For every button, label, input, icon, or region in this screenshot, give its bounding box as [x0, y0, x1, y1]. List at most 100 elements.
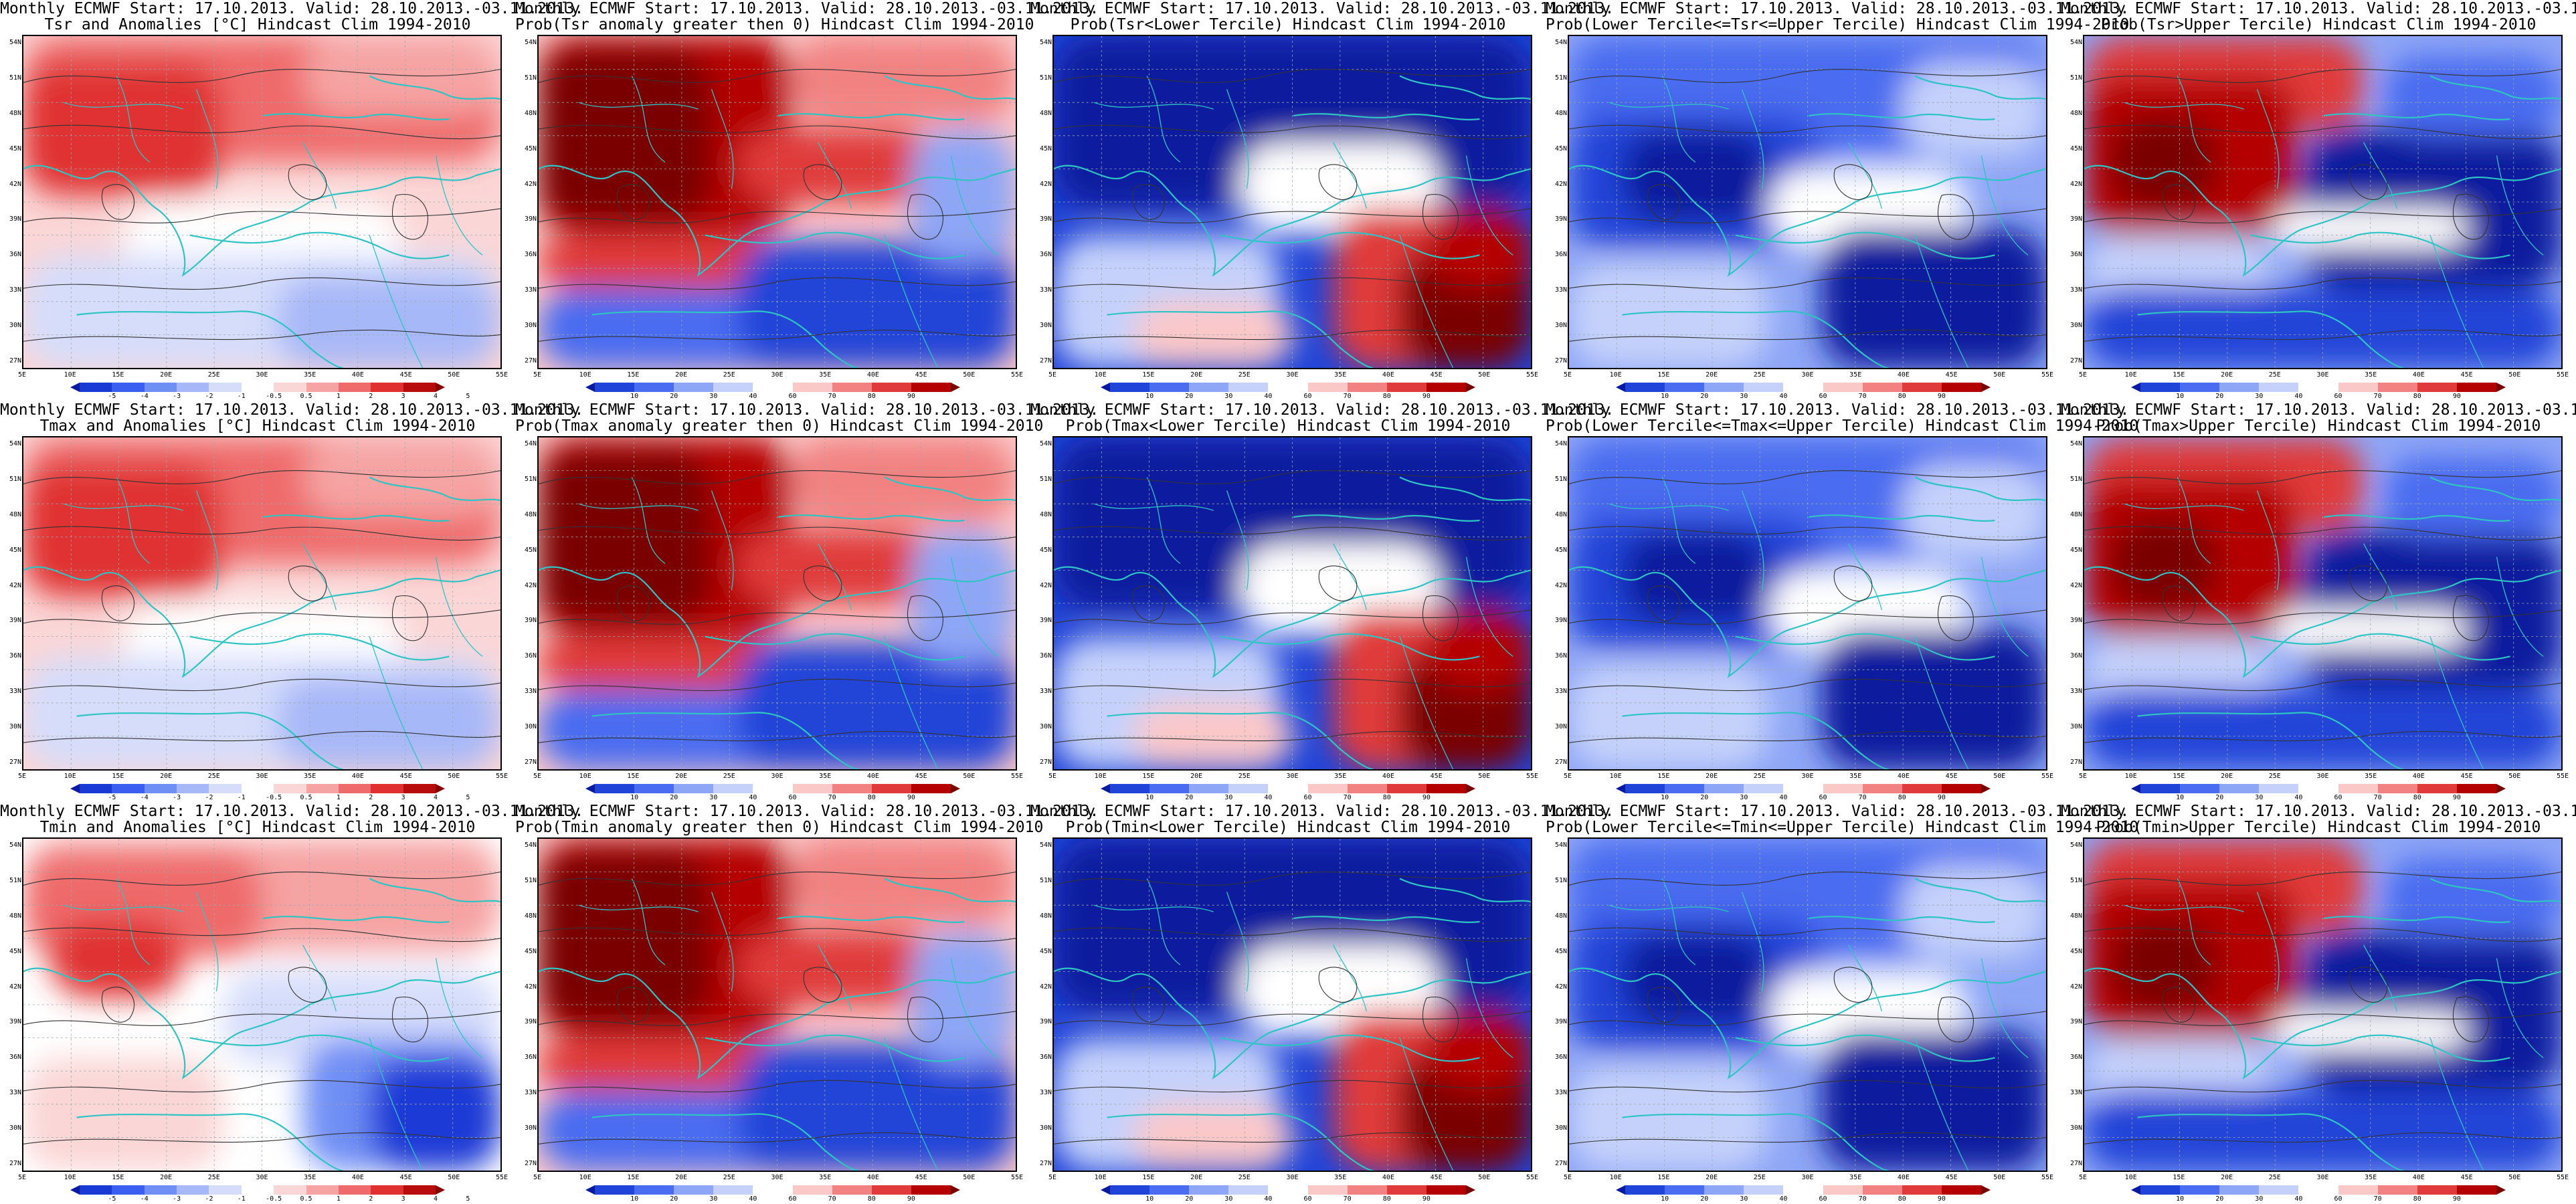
colorbar-segment: [1426, 784, 1466, 793]
colorbar-tick-label: 0.5: [300, 794, 312, 801]
colorbar-tick-label: 70: [2373, 393, 2382, 400]
latitude-tick-label: 51N: [524, 475, 537, 483]
map-area[interactable]: [1568, 837, 2047, 1172]
map-area[interactable]: [22, 837, 502, 1172]
map-area[interactable]: [2083, 837, 2563, 1172]
colorbar-right-arrow: [1465, 1185, 1475, 1195]
longitude-tick-label: 20E: [1706, 371, 1718, 379]
colorbar-segment: [1307, 383, 1348, 392]
latitude-tick-label: 36N: [524, 1054, 537, 1062]
isotherm-contour: [1569, 208, 2046, 223]
longitude-tick-label: 55E: [1526, 1174, 1539, 1181]
isotherm-contour: [1569, 329, 2046, 342]
colorbar-tick-label: 30: [2255, 1195, 2264, 1203]
longitude-tick-label: 50E: [448, 1174, 460, 1181]
colorbar-segment: [2298, 784, 2338, 793]
colorbar-segment: [1625, 784, 1665, 793]
field-region: [911, 530, 1016, 664]
map-area[interactable]: [2083, 436, 2563, 771]
latitude-tick-label: 42N: [524, 983, 537, 991]
colorbar-segment: [209, 784, 242, 793]
isotherm-contour: [1054, 277, 1531, 290]
colorbar-tick-label: 80: [1382, 393, 1391, 400]
map-area[interactable]: [537, 837, 1017, 1172]
longitude-tick-label: 25E: [1238, 773, 1251, 780]
latitude-tick-label: 30N: [524, 723, 537, 731]
panel-title-variable: Prob(Lower Tercile<=Tsr<=Upper Tercile) …: [1546, 16, 2130, 33]
panel-title-variable: Prob(Tsr<Lower Tercile) Hindcast Clim 19…: [1070, 16, 1506, 33]
colorbar-segment: [2377, 784, 2417, 793]
colorbar-segment: [1307, 784, 1348, 793]
map-area[interactable]: [1568, 35, 2047, 369]
longitude-tick-label: 10E: [1094, 773, 1107, 780]
field-region: [2383, 457, 2561, 537]
country-borders: [2124, 76, 2544, 368]
latitude-tick-label: 36N: [2069, 652, 2082, 660]
latitude-tick-label: 54N: [524, 440, 537, 447]
latitude-tick-label: 30N: [1039, 1124, 1052, 1132]
isotherm-contour: [2349, 565, 2388, 601]
map-area[interactable]: [1568, 436, 2047, 771]
latitude-tick-label: 30N: [9, 322, 21, 330]
map-area[interactable]: [1052, 35, 1532, 369]
isotherm-contour: [1569, 1132, 2046, 1144]
isotherm-contour: [803, 967, 842, 1003]
colorbar-right-arrow: [435, 1185, 445, 1195]
latitude-tick-label: 33N: [1554, 1089, 1567, 1097]
colorbar-segment: [1426, 1185, 1466, 1195]
field-region: [539, 49, 712, 222]
latitude-tick-label: 27N: [1039, 1160, 1052, 1167]
colorbar-segment: [274, 1185, 306, 1195]
longitude-tick-label: 15E: [1142, 371, 1155, 379]
latitude-tick-label: 51N: [524, 74, 537, 82]
map-area[interactable]: [1052, 436, 1532, 771]
colorbar-tick-label: 10: [1661, 1195, 1669, 1203]
map-area[interactable]: [1052, 837, 1532, 1172]
latitude-tick-label: 30N: [2069, 723, 2082, 731]
isotherm-contour: [1054, 1080, 1531, 1093]
country-borders: [63, 878, 483, 1171]
isotherm-contour: [288, 164, 327, 200]
colorbar-segment: [403, 383, 436, 392]
isotherm-contour: [102, 987, 134, 1023]
field-region: [539, 450, 712, 623]
colorbar-segment: [306, 784, 339, 793]
latitude-tick-label: 48N: [9, 109, 21, 117]
latitude-tick-label: 27N: [2069, 759, 2082, 766]
latitude-tick-label: 30N: [524, 1124, 537, 1132]
longitude-tick-label: 10E: [1609, 1174, 1622, 1181]
colorbar-segment: [1744, 383, 1784, 392]
longitude-tick-label: 5E: [1563, 773, 1572, 780]
field-region: [1902, 865, 2046, 959]
colorbar-segment: [241, 784, 274, 793]
map-area[interactable]: [537, 436, 1017, 771]
latitude-tick-label: 39N: [1039, 215, 1052, 223]
latitude-tick-label: 39N: [524, 617, 537, 625]
isotherm-contour: [391, 997, 428, 1043]
panel-title-variable: Prob(Tmax anomaly greater then 0) Hindca…: [515, 417, 1044, 435]
colorbar-segment: [1149, 383, 1190, 392]
map-panel: Monthly ECMWF Start: 17.10.2013. Valid: …: [0, 0, 583, 401]
longitude-tick-label: 35E: [1849, 371, 1862, 379]
latitude-tick-label: 36N: [524, 652, 537, 660]
latitude-tick-label: 33N: [9, 1089, 21, 1097]
latitude-tick-label: 51N: [2069, 475, 2082, 483]
map-area[interactable]: [537, 35, 1017, 369]
isotherm-contour: [391, 595, 428, 641]
latitude-tick-label: 33N: [524, 688, 537, 696]
longitude-tick-label: 35E: [1849, 773, 1862, 780]
latitude-tick-label: 45N: [9, 144, 21, 153]
colorbar-tick-label: 20: [1700, 794, 1709, 801]
map-area[interactable]: [2083, 35, 2563, 369]
latitude-tick-label: 36N: [1039, 1054, 1052, 1062]
longitude-tick-label: 35E: [1334, 371, 1347, 379]
isotherm-contour: [617, 987, 650, 1023]
map-area[interactable]: [22, 436, 502, 771]
latitude-tick-label: 39N: [9, 215, 21, 223]
colorbar-tick-label: 70: [1343, 393, 1352, 400]
colorbar-right-arrow: [2496, 383, 2506, 392]
colorbar-left-arrow: [2131, 383, 2140, 392]
colorbar-tick-label: -5: [108, 794, 116, 801]
map-area[interactable]: [22, 35, 502, 369]
colorbar-segment: [1665, 784, 1705, 793]
